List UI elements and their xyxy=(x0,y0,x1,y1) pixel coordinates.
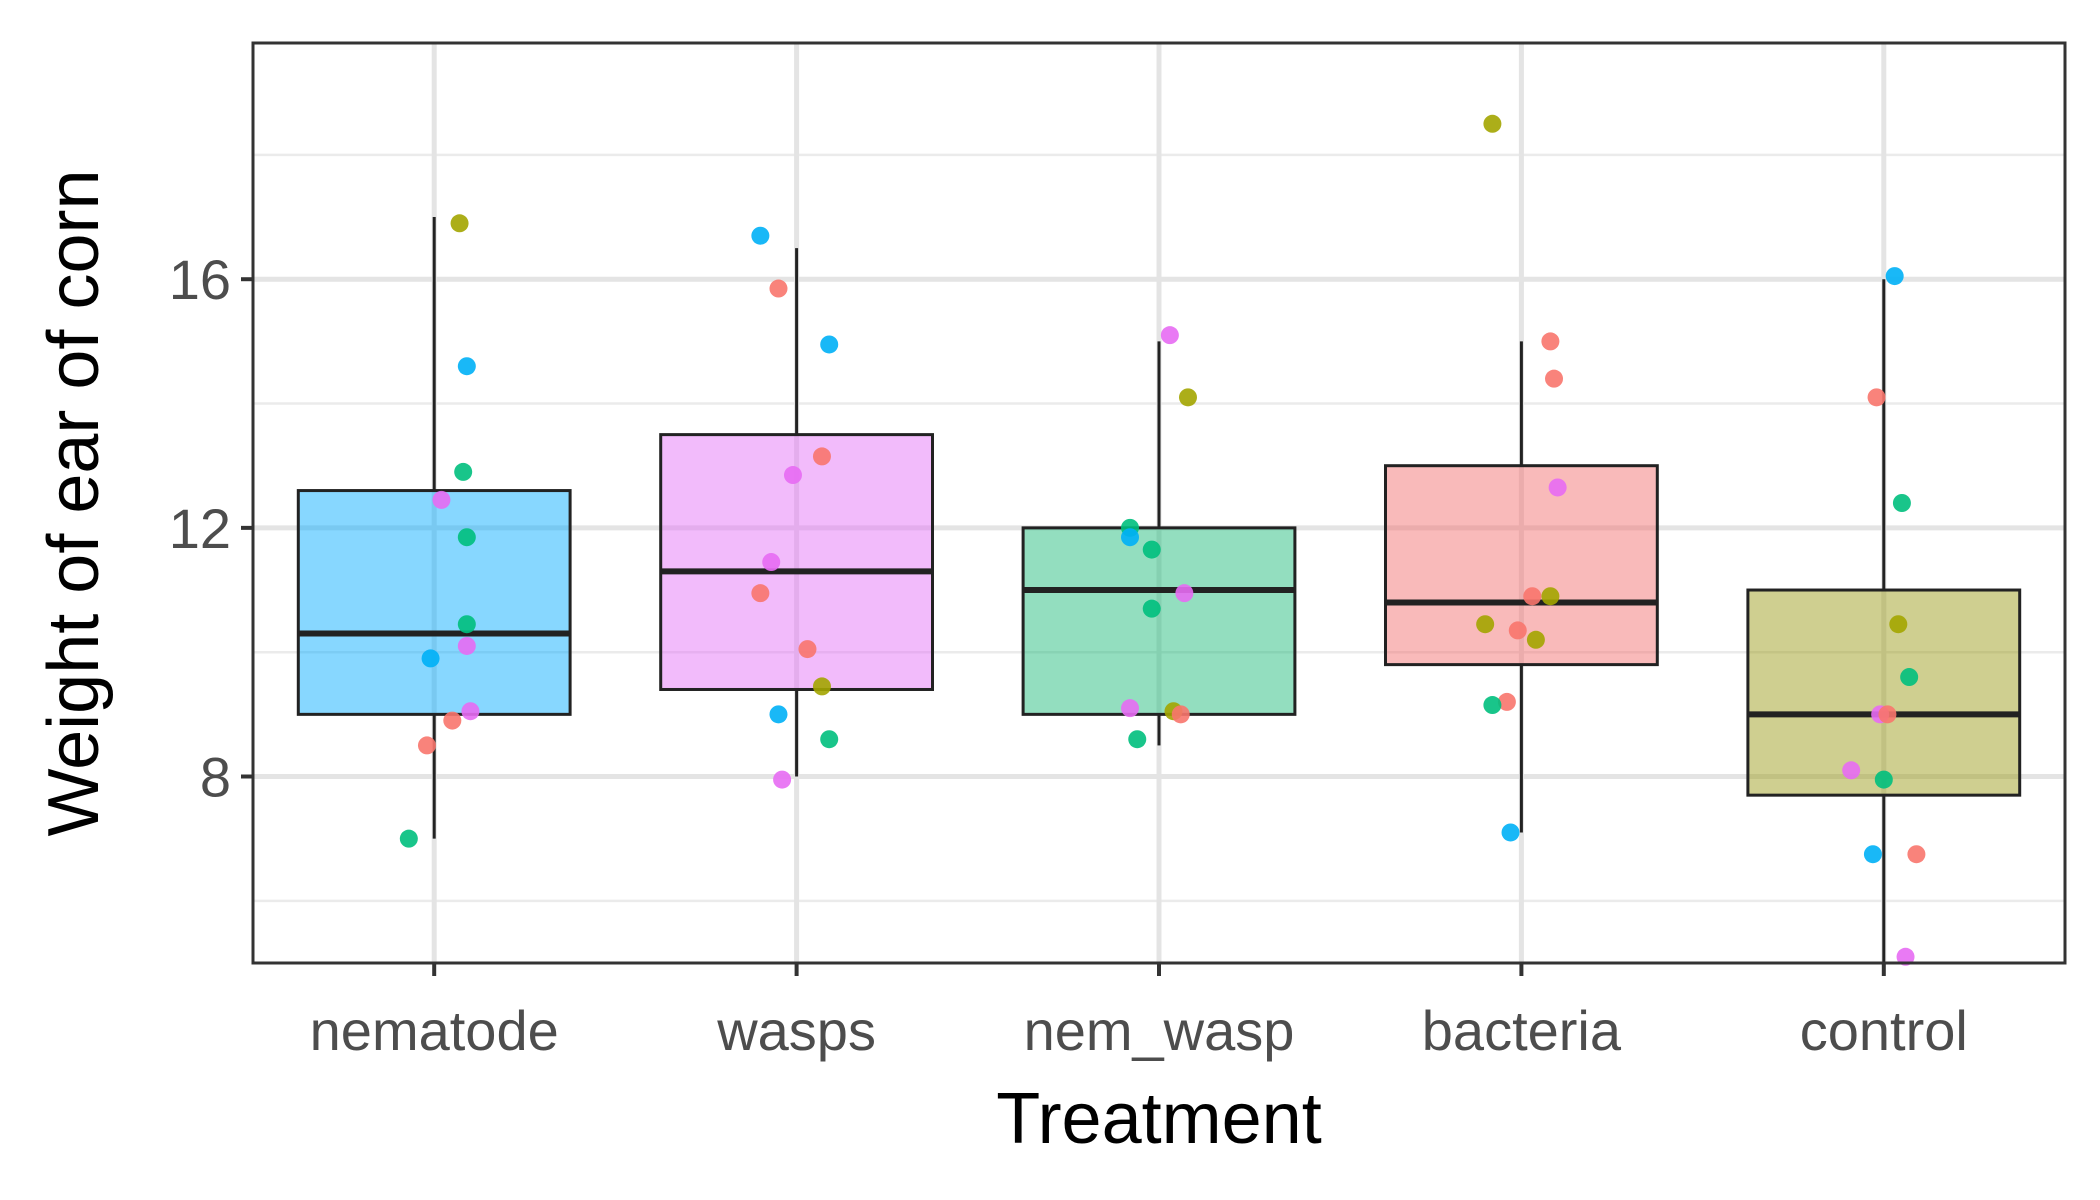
data-point-nematode xyxy=(421,649,440,668)
data-point-wasps xyxy=(820,335,839,354)
data-point-wasps xyxy=(798,640,817,659)
data-point-control xyxy=(1863,845,1882,864)
data-point-bacteria xyxy=(1508,621,1527,640)
data-point-control xyxy=(1900,668,1919,687)
data-point-nematode xyxy=(399,829,418,848)
data-point-nem_wasp xyxy=(1121,528,1140,547)
data-point-bacteria xyxy=(1483,114,1502,133)
data-point-nematode xyxy=(443,711,462,730)
data-point-control xyxy=(1878,705,1897,724)
data-point-wasps xyxy=(769,279,788,298)
data-point-wasps xyxy=(783,466,802,485)
data-point-nematode xyxy=(457,615,476,634)
y-tick-label: 12 xyxy=(169,497,231,560)
box-nematode xyxy=(296,217,572,839)
data-point-control xyxy=(1874,770,1893,789)
data-point-control xyxy=(1889,615,1908,634)
data-point-nematode xyxy=(461,702,480,721)
x-tick-label: nematode xyxy=(310,999,559,1062)
data-point-nem_wasp xyxy=(1171,705,1190,724)
y-axis-title: Weight of ear of corn xyxy=(34,169,114,836)
box-body xyxy=(296,489,572,716)
y-tick-label: 8 xyxy=(200,746,231,809)
data-point-bacteria xyxy=(1545,369,1564,388)
x-axis-title: Treatment xyxy=(996,1079,1321,1159)
data-point-wasps xyxy=(773,770,792,789)
data-point-bacteria xyxy=(1501,823,1520,842)
data-point-control xyxy=(1867,388,1886,407)
data-point-bacteria xyxy=(1483,696,1502,715)
box-wasps xyxy=(659,248,934,777)
data-point-nem_wasp xyxy=(1160,326,1179,345)
data-point-nematode xyxy=(457,528,476,547)
data-point-wasps xyxy=(751,226,770,245)
data-point-nem_wasp xyxy=(1142,599,1161,618)
data-point-nem_wasp xyxy=(1142,540,1161,559)
x-tick-label: wasps xyxy=(716,999,876,1062)
box-body xyxy=(1746,588,2022,797)
data-point-nematode xyxy=(457,357,476,376)
data-point-control xyxy=(1885,267,1904,286)
data-point-wasps xyxy=(751,584,770,603)
axes: 8 12 16 nematode wasps nem_wasp bacteria contro… xyxy=(169,248,1968,1062)
data-point-bacteria xyxy=(1497,692,1516,711)
data-point-wasps xyxy=(769,705,788,724)
data-point-wasps xyxy=(812,447,831,466)
data-point-bacteria xyxy=(1548,478,1567,497)
x-tick-label: nem_wasp xyxy=(1024,999,1295,1062)
box-control xyxy=(1746,279,2022,963)
data-point-nematode xyxy=(432,490,451,509)
data-point-control xyxy=(1896,947,1915,966)
data-point-control xyxy=(1892,494,1911,512)
data-point-nem_wasp xyxy=(1175,584,1194,603)
data-point-nem_wasp xyxy=(1178,388,1197,407)
data-point-nem_wasp xyxy=(1128,730,1147,749)
y-tick-label: 16 xyxy=(169,248,231,311)
data-point-wasps xyxy=(820,730,839,749)
data-point-wasps xyxy=(812,677,831,696)
data-point-nematode xyxy=(450,214,469,233)
data-points xyxy=(399,114,1926,966)
box-body xyxy=(1021,526,1297,716)
data-point-bacteria xyxy=(1523,587,1542,606)
data-point-bacteria xyxy=(1541,332,1560,351)
x-tick-label: control xyxy=(1800,999,1968,1062)
data-point-control xyxy=(1907,845,1926,864)
data-point-nematode xyxy=(417,736,436,755)
data-point-wasps xyxy=(762,553,781,572)
x-tick-label: bacteria xyxy=(1422,999,1622,1062)
data-point-bacteria xyxy=(1476,615,1495,634)
data-point-nematode xyxy=(457,636,476,655)
box-nem_wasp xyxy=(1021,341,1297,746)
data-point-control xyxy=(1842,761,1861,780)
data-point-nematode xyxy=(454,462,473,481)
data-point-bacteria xyxy=(1526,630,1545,649)
data-point-nem_wasp xyxy=(1121,699,1140,718)
data-point-bacteria xyxy=(1541,587,1560,606)
